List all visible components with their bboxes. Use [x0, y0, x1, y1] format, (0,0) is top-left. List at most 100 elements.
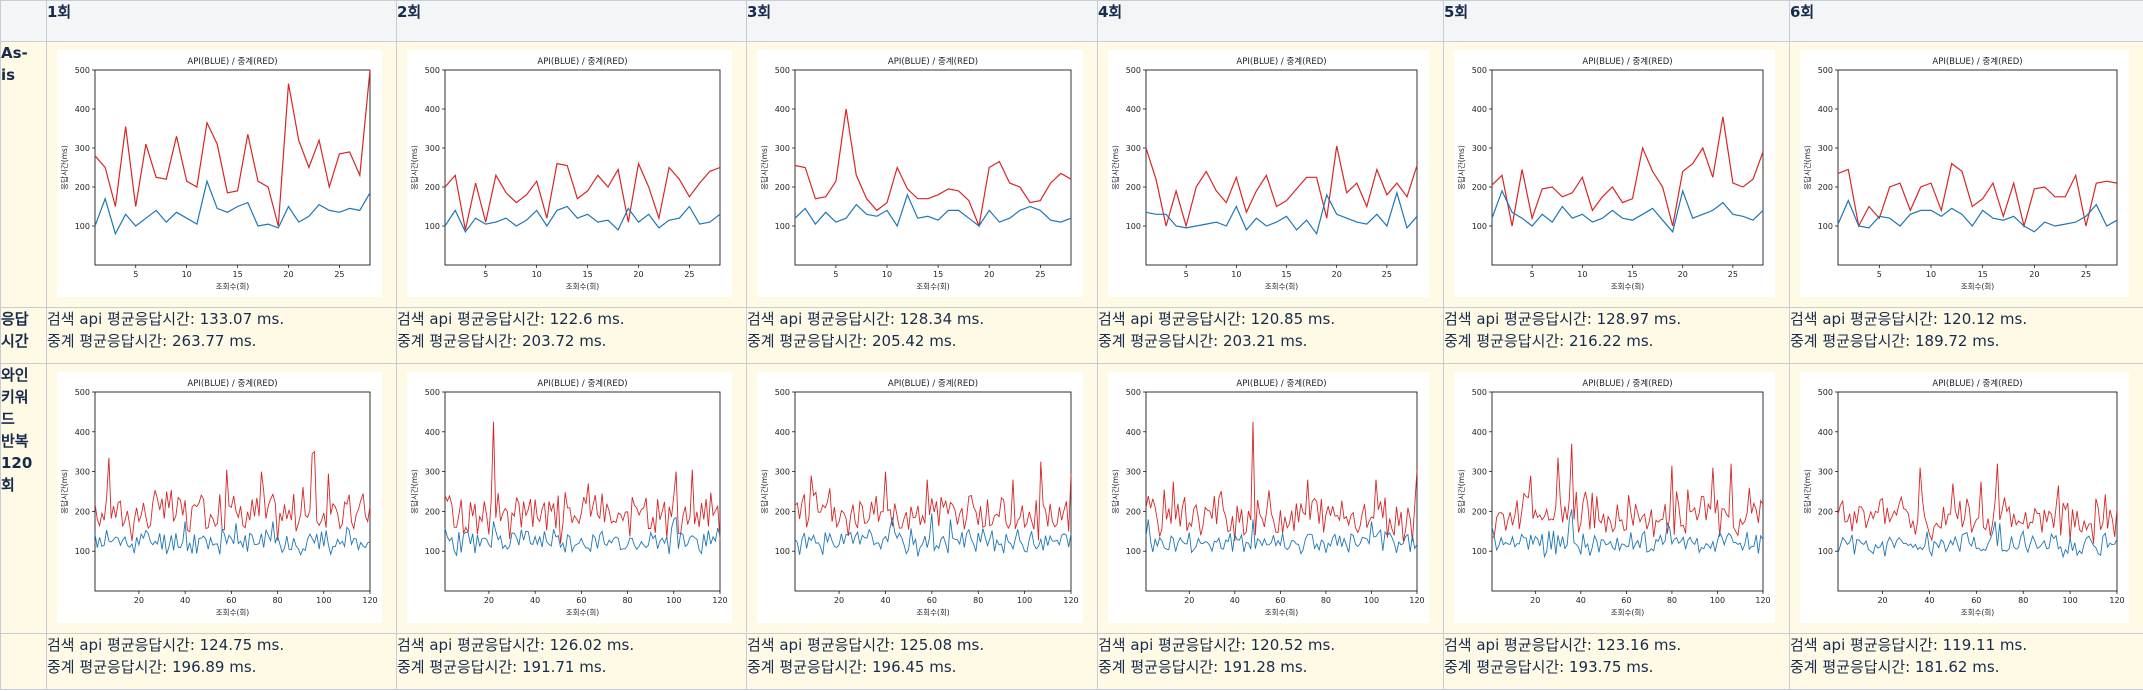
x-tick-label: 80: [1667, 596, 1677, 605]
x-tick-label: 40: [880, 596, 890, 605]
chart-cell-as-is-4: API(BLUE) / 중계(RED) 100 200 300 400 500 5 10 15 2…: [1097, 41, 1444, 308]
y-tick-label: 400: [1472, 428, 1487, 437]
x-axis-label: 조회수(회): [916, 282, 950, 291]
api-series-line: [1145, 190, 1418, 236]
api-series-line: [94, 179, 371, 236]
x-tick-label: 60: [1621, 596, 1631, 605]
chart-title: API(BLUE) / 중계(RED): [187, 56, 277, 67]
line-chart: API(BLUE) / 중계(RED) 100 200 300 400 500 5 10 15 2…: [57, 50, 382, 297]
y-tick-label: 200: [1126, 183, 1141, 192]
plot-frame: [1145, 391, 1418, 592]
y-tick-label: 500: [1126, 388, 1141, 397]
summary-as-is-1: 검색 api 평균응답시간: 133.07 ms. 중계 평균응답시간: 263.…: [46, 307, 397, 364]
column-header-5: 5회: [1443, 0, 1790, 42]
y-tick-label: 200: [775, 183, 790, 192]
chart-cell-repeat-1: API(BLUE) / 중계(RED) 100 200 300 400 500 20 40 60…: [46, 363, 397, 634]
chart-cell-repeat-6: API(BLUE) / 중계(RED) 100 200 300 400 500 20 40 60…: [1789, 363, 2143, 634]
chart-title: API(BLUE) / 중계(RED): [888, 378, 978, 389]
x-axis-label: 조회수(회): [1961, 608, 1995, 617]
y-tick-label: 200: [1126, 507, 1141, 516]
y-tick-label: 100: [1472, 547, 1487, 556]
x-tick-label: 10: [882, 270, 892, 279]
x-tick-label: 80: [973, 596, 983, 605]
x-tick-label: 5: [1530, 270, 1535, 279]
chart-title: API(BLUE) / 중계(RED): [888, 56, 978, 67]
y-axis-label: 응답시간(ms): [1802, 145, 1812, 190]
y-axis-label: 응답시간(ms): [759, 145, 769, 190]
chart-title: API(BLUE) / 중계(RED): [1236, 378, 1326, 389]
api-series-line: [1491, 188, 1764, 234]
api-series-line: [1491, 509, 1764, 559]
plot-frame: [1491, 391, 1764, 592]
summary-as-is-4: 검색 api 평균응답시간: 120.85 ms. 중계 평균응답시간: 203.…: [1097, 307, 1444, 364]
line-chart: API(BLUE) / 중계(RED) 100 200 300 400 500 20 40 60…: [1108, 372, 1429, 623]
x-tick-label: 60: [1275, 596, 1285, 605]
x-tick-label: 20: [1184, 596, 1194, 605]
x-tick-label: 100: [316, 596, 331, 605]
y-tick-label: 200: [75, 183, 90, 192]
y-tick-label: 100: [1818, 547, 1833, 556]
x-tick-label: 20: [834, 596, 844, 605]
column-header-3: 3회: [746, 0, 1098, 42]
y-tick-label: 500: [1472, 388, 1487, 397]
x-axis-label: 조회수(회): [1611, 282, 1645, 291]
x-tick-label: 20: [1678, 270, 1688, 279]
y-tick-label: 300: [775, 468, 790, 477]
x-tick-label: 120: [2109, 596, 2124, 605]
y-tick-label: 500: [425, 66, 440, 75]
x-tick-label: 25: [2081, 270, 2091, 279]
relay-avg-text: 중계 평균응답시간: 205.42 ms.: [747, 332, 957, 350]
x-tick-label: 60: [576, 596, 586, 605]
x-tick-label: 20: [484, 596, 494, 605]
relay-avg-text: 중계 평균응답시간: 181.62 ms.: [1790, 658, 2000, 676]
column-header-1: 1회: [46, 0, 397, 42]
relay-avg-text: 중계 평균응답시간: 203.72 ms.: [397, 332, 607, 350]
y-axis-label: 응답시간(ms): [1456, 145, 1466, 190]
plot-frame: [1145, 69, 1418, 266]
relay-series-line: [94, 69, 371, 227]
relay-avg-text: 중계 평균응답시간: 191.71 ms.: [397, 658, 607, 676]
chart-cell-as-is-5: API(BLUE) / 중계(RED) 100 200 300 400 500 5 10 15 2…: [1443, 41, 1790, 308]
x-tick-label: 60: [226, 596, 236, 605]
y-tick-label: 300: [1818, 468, 1833, 477]
summary-as-is-3: 검색 api 평균응답시간: 128.34 ms. 중계 평균응답시간: 205.…: [746, 307, 1098, 364]
relay-series-line: [794, 461, 1072, 541]
row-label-response-time: 응답 시간: [0, 307, 47, 364]
y-tick-label: 100: [1126, 222, 1141, 231]
x-tick-label: 5: [833, 270, 838, 279]
relay-series-line: [1837, 162, 2118, 229]
x-tick-label: 80: [622, 596, 632, 605]
api-series-line: [1837, 521, 2118, 559]
api-series-line: [1837, 199, 2118, 233]
chart-title: API(BLUE) / 중계(RED): [1582, 378, 1672, 389]
y-axis-label: 응답시간(ms): [409, 469, 419, 514]
chart-cell-as-is-6: API(BLUE) / 중계(RED) 100 200 300 400 500 5 10 15 2…: [1789, 41, 2143, 308]
y-tick-label: 500: [1818, 66, 1833, 75]
x-axis-label: 조회수(회): [1265, 282, 1299, 291]
y-tick-label: 200: [1818, 183, 1833, 192]
y-tick-label: 100: [75, 222, 90, 231]
chart-title: API(BLUE) / 중계(RED): [1582, 56, 1672, 67]
plot-frame: [1837, 391, 2118, 592]
x-tick-label: 25: [684, 270, 694, 279]
relay-avg-text: 중계 평균응답시간: 216.22 ms.: [1444, 332, 1654, 350]
x-tick-label: 100: [1017, 596, 1032, 605]
x-tick-label: 60: [927, 596, 937, 605]
x-tick-label: 40: [1576, 596, 1586, 605]
y-tick-label: 500: [1126, 66, 1141, 75]
x-tick-label: 40: [530, 596, 540, 605]
x-tick-label: 15: [1627, 270, 1637, 279]
relay-series-line: [1837, 463, 2118, 544]
y-tick-label: 200: [1818, 507, 1833, 516]
y-tick-label: 400: [775, 105, 790, 114]
summary-as-is-5: 검색 api 평균응답시간: 128.97 ms. 중계 평균응답시간: 216.…: [1443, 307, 1790, 364]
y-tick-label: 400: [75, 105, 90, 114]
x-tick-label: 40: [1230, 596, 1240, 605]
x-tick-label: 20: [984, 270, 994, 279]
line-chart: API(BLUE) / 중계(RED) 100 200 300 400 500 20 40 60…: [757, 372, 1083, 623]
x-tick-label: 20: [134, 596, 144, 605]
x-tick-label: 20: [1877, 596, 1887, 605]
relay-series-line: [444, 421, 721, 544]
x-axis-label: 조회수(회): [566, 608, 600, 617]
plot-frame: [444, 391, 721, 592]
